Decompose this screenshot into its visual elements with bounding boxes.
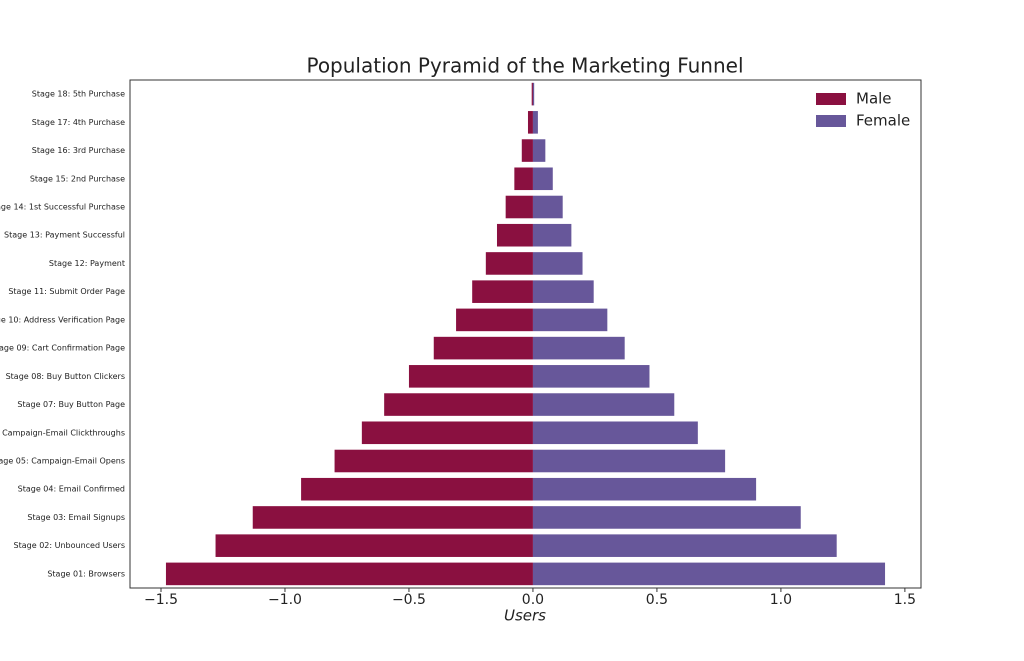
bar — [334, 449, 533, 473]
y-tick-label: Stage 01: Browsers — [47, 569, 125, 578]
x-tick-label: 0.0 — [522, 592, 544, 608]
y-tick-label: Stage 04: Email Confirmed — [18, 485, 125, 494]
bar — [532, 280, 594, 303]
bar — [384, 393, 533, 416]
plot-frame — [129, 79, 922, 589]
y-tick-label: Stage 08: Buy Button Clickers — [6, 372, 125, 381]
bar — [532, 167, 553, 191]
bar — [532, 365, 650, 388]
bar — [408, 365, 533, 388]
y-tick-label: Stage 07: Buy Button Page — [17, 400, 125, 409]
x-tick-label: −0.5 — [392, 592, 426, 608]
bar — [301, 477, 533, 501]
bar — [514, 167, 533, 191]
y-tick-label: Stage 15: 2nd Purchase — [30, 174, 125, 183]
bar — [521, 139, 533, 162]
x-tick-label: 1.0 — [770, 592, 792, 608]
legend-swatch — [816, 93, 846, 105]
y-tick-label: Stage 14: 1st Successful Purchase — [0, 203, 125, 212]
bar — [532, 336, 625, 360]
bar — [532, 82, 535, 106]
bar — [532, 534, 837, 557]
bar — [361, 421, 533, 445]
x-tick-label: −1.0 — [268, 592, 302, 608]
y-tick-label: Stage 18: 5th Purchase — [32, 90, 125, 99]
bar — [215, 534, 533, 557]
y-tick-label: Stage 02: Unbounced Users — [14, 541, 125, 550]
y-tick-label: Stage 03: Email Signups — [27, 513, 125, 522]
x-tick-label: 0.5 — [646, 592, 668, 608]
bar — [532, 477, 757, 501]
bar — [532, 139, 546, 162]
x-axis-label: Users — [504, 607, 546, 625]
bar — [485, 252, 533, 275]
bar — [456, 308, 533, 332]
bar — [532, 449, 726, 473]
y-tick-label: Stage 06: Campaign-Email Clickthroughs — [0, 428, 125, 437]
y-tick-label: Stage 11: Submit Order Page — [8, 287, 125, 296]
bar — [532, 195, 563, 219]
y-tick-label: Stage 05: Campaign-Email Opens — [0, 457, 125, 466]
y-tick-label: Stage 13: Payment Successful — [4, 231, 125, 240]
legend-label: Male — [856, 90, 892, 108]
y-tick-label: Stage 09: Cart Confirmation Page — [0, 344, 125, 353]
legend-swatch — [816, 115, 846, 127]
bar — [531, 82, 533, 106]
bar — [532, 562, 886, 586]
y-tick-label: Stage 10: Address Verification Page — [0, 315, 125, 324]
bar — [532, 308, 608, 332]
bar — [532, 393, 675, 416]
bar — [496, 223, 533, 247]
bar — [532, 506, 801, 529]
y-tick-label: Stage 12: Payment — [49, 259, 125, 268]
y-tick-label: Stage 16: 3rd Purchase — [32, 146, 125, 155]
y-tick-label: Stage 17: 4th Purchase — [32, 118, 125, 127]
bar — [505, 195, 533, 219]
bar — [472, 280, 533, 303]
bar — [532, 111, 538, 134]
bar — [532, 252, 583, 275]
bar — [165, 562, 533, 586]
bar — [433, 336, 533, 360]
bar — [532, 223, 572, 247]
x-tick-label: −1.5 — [144, 592, 178, 608]
bar — [527, 111, 533, 134]
x-tick-label: 1.5 — [894, 592, 916, 608]
legend-label: Female — [856, 112, 910, 130]
bar — [252, 506, 533, 529]
bar — [532, 421, 698, 445]
chart-title: Population Pyramid of the Marketing Funn… — [306, 54, 743, 78]
